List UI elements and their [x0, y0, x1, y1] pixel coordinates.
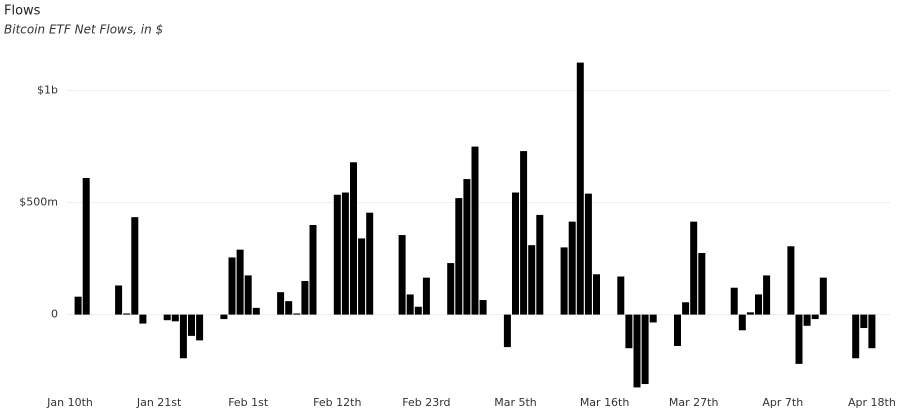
bar: [520, 151, 528, 315]
bar: [455, 198, 463, 315]
bar: [479, 300, 487, 315]
bar: [860, 314, 868, 329]
bar: [593, 274, 600, 315]
bar: [414, 306, 422, 315]
bar: [633, 314, 641, 388]
bar: [787, 246, 795, 315]
x-tick-label: Feb 23rd: [402, 396, 450, 409]
bar: [763, 275, 771, 315]
bar: [560, 247, 568, 315]
chart-title: Flows: [4, 4, 41, 19]
bar: [422, 277, 430, 315]
y-tick-label: $1b: [37, 84, 58, 97]
bar: [179, 314, 187, 359]
y-tick-label: 0: [51, 308, 58, 321]
bar: [512, 192, 519, 315]
bar: [568, 221, 576, 315]
x-tick-label: Mar 16th: [580, 396, 630, 409]
bar: [398, 235, 406, 315]
bar: [625, 314, 633, 349]
bar: [228, 257, 236, 315]
bar: [350, 162, 357, 315]
x-tick-label: Jan 10th: [46, 396, 93, 409]
bar: [163, 314, 171, 321]
bar: [131, 217, 139, 315]
bar: [730, 287, 738, 315]
bar: [358, 238, 366, 315]
bar: [293, 313, 301, 315]
bar: [123, 313, 131, 315]
bar: [406, 294, 414, 315]
bar: [74, 296, 82, 315]
bar: [333, 194, 341, 315]
x-tick-label: Apr 18th: [848, 396, 896, 409]
bar: [641, 314, 649, 385]
bar: [252, 307, 260, 315]
bar: [690, 221, 698, 315]
x-tick-label: Jan 21st: [136, 396, 182, 409]
bar: [868, 314, 876, 349]
bar: [366, 212, 374, 315]
bar: [471, 146, 479, 315]
bar: [447, 263, 455, 315]
chart-subtitle: Bitcoin ETF Net Flows, in $: [4, 23, 163, 37]
bar: [236, 249, 244, 315]
bar: [682, 302, 690, 315]
x-tick-label: Mar 27th: [669, 396, 719, 409]
bar: [188, 314, 195, 336]
bar: [301, 281, 309, 315]
bar: [139, 314, 147, 324]
bar: [528, 245, 536, 315]
bar: [285, 301, 293, 315]
bar: [584, 193, 592, 315]
bar: [115, 285, 123, 315]
bar: [171, 314, 179, 322]
bar: [674, 314, 681, 346]
bar: [755, 294, 762, 315]
bar: [82, 177, 90, 315]
bar: [698, 253, 706, 315]
bar: [309, 225, 317, 315]
bar: [503, 314, 511, 348]
bar: [463, 179, 471, 315]
bar: [244, 275, 252, 315]
bar: [220, 314, 228, 320]
bar: [277, 292, 285, 315]
bar: [649, 314, 657, 323]
x-tick-label: Feb 12th: [313, 396, 361, 409]
bar: [746, 312, 754, 315]
bar: [576, 62, 584, 315]
bar: [341, 192, 349, 315]
bar: [819, 277, 827, 315]
x-tick-label: Mar 5th: [494, 396, 537, 409]
bar: [536, 214, 544, 315]
bar: [738, 314, 746, 331]
bar: [803, 314, 811, 326]
bar: [196, 314, 204, 341]
y-tick-label: $500m: [19, 196, 58, 209]
x-tick-label: Apr 7th: [762, 396, 803, 409]
bar: [795, 314, 803, 364]
bar: [852, 314, 860, 359]
bar: [811, 314, 819, 320]
bar: [617, 276, 625, 315]
x-tick-label: Feb 1st: [228, 396, 269, 409]
